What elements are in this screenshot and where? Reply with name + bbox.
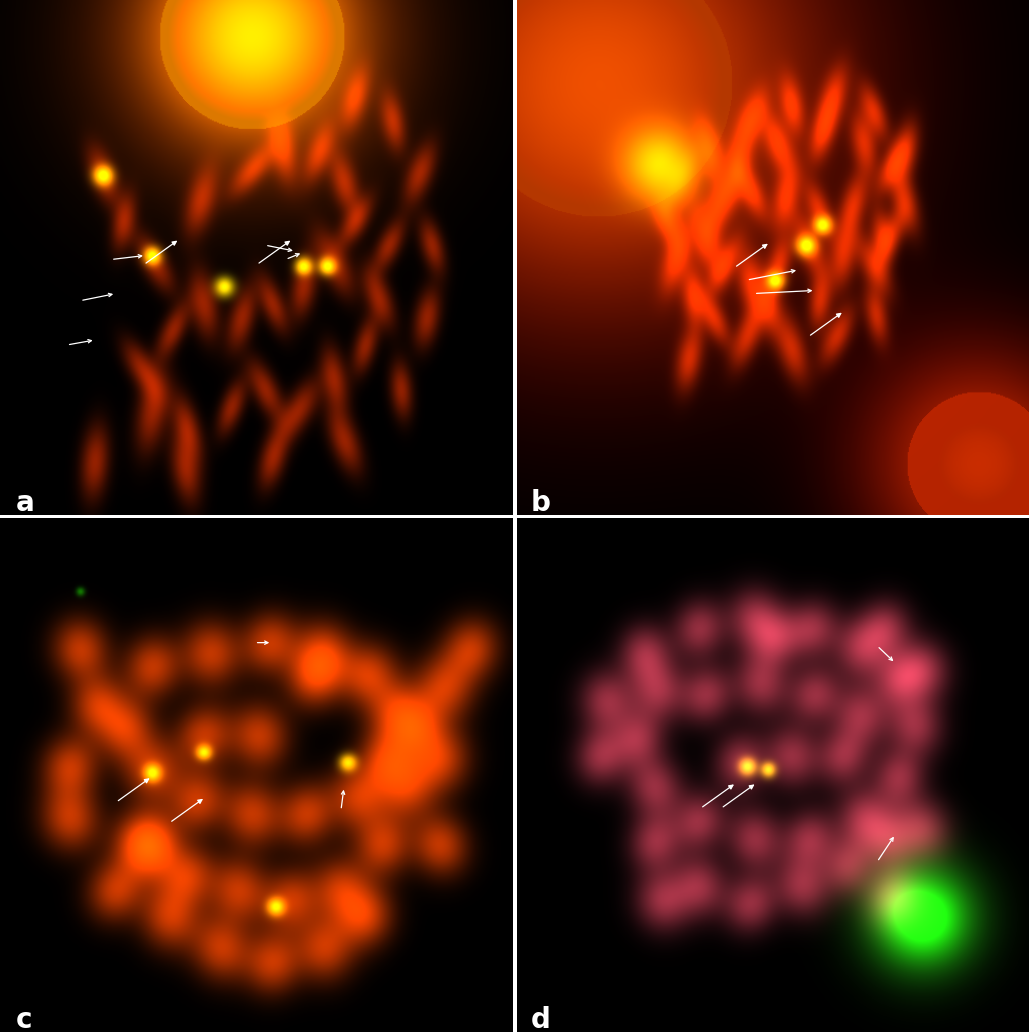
Text: b: b	[531, 489, 551, 517]
Text: d: d	[531, 1006, 551, 1034]
Text: a: a	[15, 489, 34, 517]
Text: c: c	[15, 1006, 32, 1034]
